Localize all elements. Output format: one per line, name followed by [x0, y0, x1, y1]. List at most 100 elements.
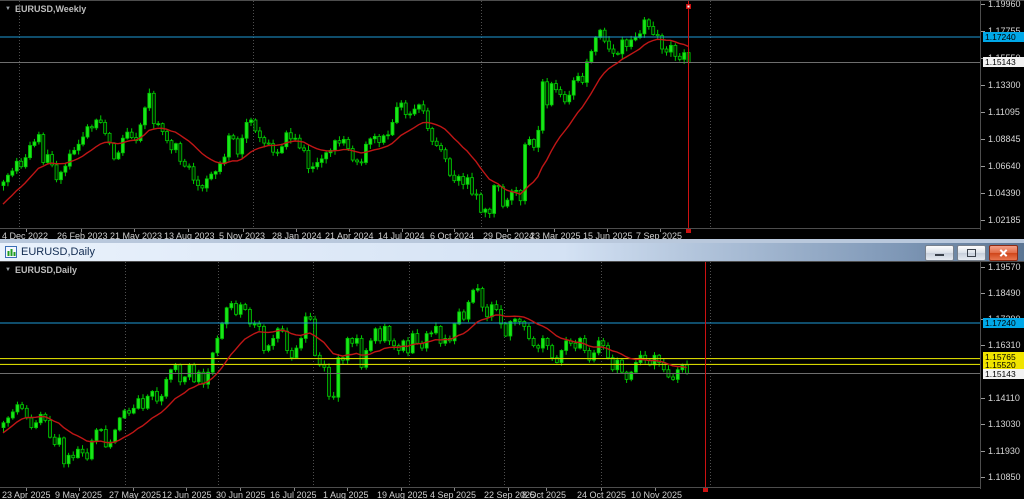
- bear-candle: [562, 94, 567, 103]
- bull-candle: [559, 350, 564, 363]
- bull-candle: [1, 422, 6, 428]
- bear-candle: [275, 151, 280, 154]
- maximize-button[interactable]: [957, 245, 986, 261]
- vline-anchor-dot: [687, 5, 690, 8]
- bull-candle: [38, 413, 43, 424]
- daily-plot-area[interactable]: ▼ EURUSD,Daily: [0, 261, 980, 488]
- moving-average-line[interactable]: [2, 314, 687, 444]
- bear-candle: [392, 340, 397, 347]
- date-tick-dash: [26, 229, 27, 232]
- bear-candle: [346, 139, 351, 149]
- bear-candle: [266, 142, 271, 145]
- close-button[interactable]: [989, 245, 1018, 261]
- price-tick-label: 1.13030: [988, 419, 1021, 429]
- bear-candle: [350, 338, 355, 344]
- bull-candle: [585, 61, 589, 83]
- daily-window-titlebar[interactable]: EURUSD,Daily: [0, 243, 1024, 262]
- date-tick-dash: [454, 488, 455, 491]
- bull-candle: [412, 108, 417, 115]
- bull-candle: [117, 417, 122, 431]
- bull-candle: [210, 352, 215, 373]
- bull-candle: [113, 429, 117, 443]
- bull-candle: [81, 136, 85, 145]
- weekly-price-axis[interactable]: 1.199601.177551.155501.133001.110951.088…: [980, 0, 1024, 230]
- bear-candle: [235, 138, 240, 155]
- bear-candle: [285, 330, 290, 351]
- bear-candle: [651, 26, 656, 35]
- bull-candle: [206, 371, 211, 385]
- daily-price-axis[interactable]: 1.195701.184901.173901.163101.141101.130…: [980, 261, 1024, 489]
- bull-candle: [32, 141, 37, 146]
- price-tick-dash: [981, 85, 985, 86]
- bear-candle: [527, 325, 531, 339]
- moving-average-line[interactable]: [2, 38, 689, 205]
- minimize-button[interactable]: [925, 245, 954, 261]
- bull-candle: [120, 137, 125, 154]
- bear-candle: [425, 110, 430, 129]
- bear-candle: [661, 362, 666, 371]
- bear-candle: [107, 132, 112, 144]
- bear-candle: [601, 340, 606, 347]
- bear-candle: [253, 119, 258, 132]
- bear-candle: [607, 40, 611, 50]
- date-tick-label: 24 Oct 2025: [577, 490, 627, 499]
- bear-candle: [554, 357, 559, 363]
- bear-candle: [322, 364, 327, 368]
- date-tick-dash: [81, 229, 82, 232]
- date-tick-dash: [347, 488, 348, 491]
- bull-candle: [131, 407, 136, 414]
- bull-candle: [536, 129, 541, 148]
- bull-candle: [489, 304, 494, 318]
- bull-candle: [196, 371, 201, 383]
- price-tick-label: 1.16310: [988, 340, 1021, 350]
- daily-chart-title[interactable]: ▼ EURUSD,Daily: [5, 265, 77, 275]
- bear-candle: [620, 359, 624, 373]
- bear-candle: [474, 193, 479, 196]
- bull-candle: [6, 174, 10, 183]
- bull-candle: [341, 139, 346, 144]
- bear-candle: [306, 149, 311, 169]
- bear-candle: [671, 376, 675, 380]
- bear-candle: [355, 159, 360, 163]
- bull-candle: [457, 311, 462, 325]
- bull-candle: [576, 75, 580, 81]
- date-tick-label: 23 Mar 2025: [530, 231, 581, 241]
- bear-candle: [611, 48, 616, 54]
- bull-candle: [57, 437, 62, 445]
- daily-plot-svg[interactable]: [0, 262, 980, 488]
- bear-candle: [62, 437, 66, 465]
- date-tick-dash: [188, 229, 189, 232]
- date-tick-label: 16 Jul 2025: [270, 490, 317, 499]
- bull-candle: [173, 364, 178, 371]
- price-tick-label: 1.17755: [988, 26, 1021, 36]
- date-tick-dash: [134, 229, 135, 232]
- bull-candle: [629, 371, 634, 380]
- bear-candle: [646, 19, 651, 27]
- price-tick-label: 1.10850: [988, 472, 1021, 482]
- price-tick-label: 1.13300: [988, 80, 1021, 90]
- bull-candle: [571, 80, 576, 96]
- weekly-date-axis[interactable]: 4 Dec 2022 26 Feb 2023 21 May 2023 13 Aug 2…: [0, 228, 1024, 241]
- bear-candle: [685, 364, 689, 375]
- bull-candle: [465, 177, 470, 185]
- bull-candle: [394, 106, 399, 123]
- daily-window-title: EURUSD,Daily: [21, 246, 95, 258]
- weekly-chart-title[interactable]: ▼ EURUSD,Weekly: [5, 4, 86, 14]
- daily-date-axis[interactable]: 23 Apr 2025 9 May 2025 27 May 2025 12 Jun 2…: [0, 487, 1024, 499]
- bull-candle: [324, 152, 329, 160]
- date-tick-label: 23 Apr 2025: [2, 490, 51, 499]
- bear-candle: [439, 145, 443, 151]
- bull-candle: [336, 357, 341, 398]
- bull-candle: [215, 338, 220, 354]
- weekly-plot-area[interactable]: ▼ EURUSD,Weekly: [0, 0, 980, 229]
- price-tick-label: 1.19570: [988, 262, 1021, 272]
- bull-candle: [633, 37, 638, 41]
- price-tick-label: 1.04390: [988, 188, 1021, 198]
- bear-candle: [580, 75, 585, 83]
- date-tick-dash: [296, 229, 297, 232]
- weekly-plot-svg[interactable]: [0, 1, 980, 229]
- bull-candle: [271, 338, 276, 347]
- date-tick-dash: [607, 229, 608, 232]
- bull-candle: [45, 154, 50, 163]
- date-tick-label: 15 Jun 2025: [583, 231, 633, 241]
